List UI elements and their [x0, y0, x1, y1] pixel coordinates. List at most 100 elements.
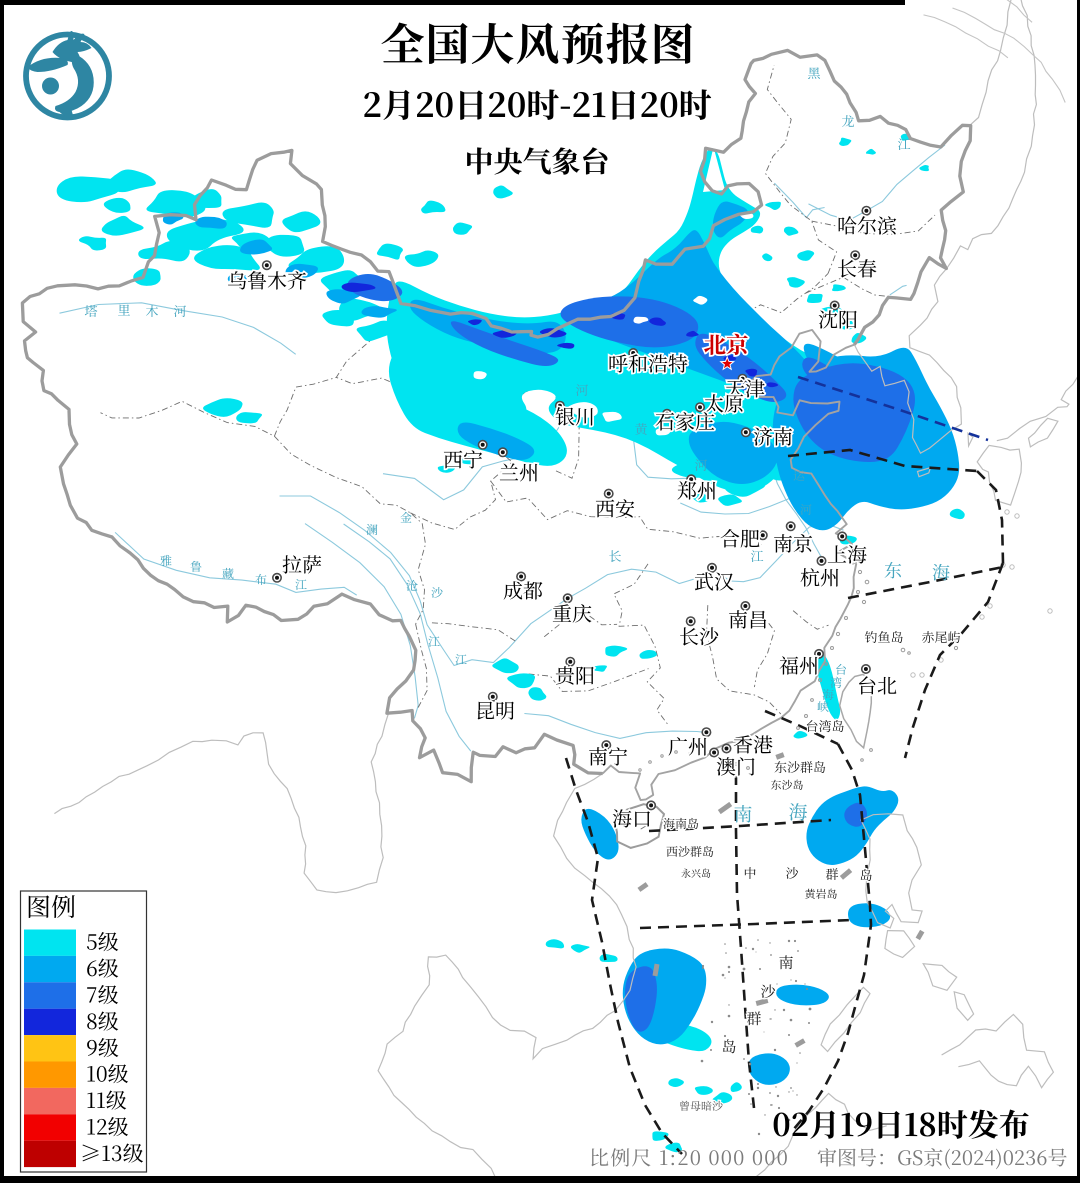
svg-text:审图号：GS京(2024)0236号: 审图号：GS京(2024)0236号 — [817, 1142, 1068, 1171]
svg-text:澳门: 澳门 — [716, 751, 756, 780]
svg-text:峡: 峡 — [817, 698, 829, 715]
svg-text:岛: 岛 — [721, 1036, 736, 1057]
svg-text:雅: 雅 — [160, 552, 172, 569]
svg-text:永兴岛: 永兴岛 — [681, 865, 711, 880]
svg-text:海口: 海口 — [612, 803, 652, 832]
svg-text:杭州: 杭州 — [800, 562, 840, 591]
svg-text:江: 江 — [455, 651, 467, 668]
svg-text:群: 群 — [825, 864, 838, 883]
svg-text:哈尔滨: 哈尔滨 — [837, 210, 897, 239]
svg-text:5级: 5级 — [86, 927, 119, 957]
svg-text:南宁: 南宁 — [588, 741, 628, 770]
svg-text:江: 江 — [295, 576, 307, 593]
svg-text:北京: 北京 — [703, 328, 748, 360]
svg-text:香港: 香港 — [733, 729, 773, 758]
svg-text:塔: 塔 — [84, 301, 97, 320]
svg-text:银川: 银川 — [555, 401, 595, 430]
svg-text:兰州: 兰州 — [499, 457, 539, 486]
svg-text:东沙岛: 东沙岛 — [771, 777, 804, 793]
svg-text:长春: 长春 — [837, 253, 877, 282]
svg-text:拉萨: 拉萨 — [282, 549, 322, 578]
svg-text:武汉: 武汉 — [694, 566, 734, 595]
svg-text:6级: 6级 — [86, 953, 119, 983]
svg-text:江: 江 — [750, 546, 763, 565]
svg-text:海南岛: 海南岛 — [663, 815, 699, 832]
svg-text:太原: 太原 — [704, 388, 744, 417]
svg-text:天津: 天津 — [725, 373, 765, 402]
svg-text:重庆: 重庆 — [552, 598, 592, 627]
svg-text:群: 群 — [746, 1008, 761, 1029]
svg-text:湾: 湾 — [830, 674, 842, 691]
svg-text:中央气象台: 中央气象台 — [464, 140, 609, 181]
svg-text:12级: 12级 — [86, 1112, 129, 1142]
svg-text:南昌: 南昌 — [728, 604, 768, 633]
svg-text:曾母暗沙: 曾母暗沙 — [679, 1098, 723, 1114]
svg-text:台湾岛: 台湾岛 — [805, 716, 844, 735]
svg-text:河: 河 — [800, 501, 812, 518]
svg-text:石家庄: 石家庄 — [655, 406, 715, 435]
svg-text:藏: 藏 — [222, 565, 234, 582]
svg-text:河: 河 — [173, 301, 186, 320]
svg-text:昆明: 昆明 — [475, 695, 515, 724]
svg-text:东: 东 — [884, 557, 902, 583]
svg-text:龙: 龙 — [841, 111, 854, 130]
svg-text:岛: 岛 — [859, 865, 872, 884]
svg-text:沙: 沙 — [785, 863, 798, 882]
svg-text:图例: 图例 — [26, 888, 76, 924]
svg-text:长沙: 长沙 — [679, 621, 719, 650]
svg-text:黄: 黄 — [634, 419, 647, 438]
svg-text:02月19日18时发布: 02月19日18时发布 — [772, 1100, 1030, 1145]
svg-text:中: 中 — [743, 863, 756, 882]
svg-text:西沙群岛: 西沙群岛 — [666, 843, 714, 860]
svg-text:南京: 南京 — [773, 528, 813, 557]
svg-text:钓鱼岛: 钓鱼岛 — [864, 627, 903, 646]
svg-text:全国大风预报图: 全国大风预报图 — [381, 9, 696, 73]
svg-text:鲁: 鲁 — [190, 558, 202, 575]
svg-text:赤尾屿: 赤尾屿 — [921, 627, 960, 646]
svg-text:江: 江 — [428, 633, 440, 650]
svg-text:布: 布 — [255, 571, 267, 588]
svg-text:10级: 10级 — [86, 1059, 129, 1089]
svg-text:南: 南 — [733, 800, 752, 827]
svg-text:运: 运 — [793, 467, 805, 484]
svg-text:比例尺 1:20 000 000: 比例尺 1:20 000 000 — [589, 1142, 789, 1171]
svg-text:金: 金 — [400, 509, 412, 526]
svg-text:东沙群岛: 东沙群岛 — [774, 757, 826, 776]
svg-text:沙: 沙 — [760, 981, 775, 1002]
svg-text:8级: 8级 — [86, 1006, 119, 1036]
svg-text:沈阳: 沈阳 — [818, 304, 858, 333]
svg-text:济南: 济南 — [753, 421, 793, 450]
svg-text:福州: 福州 — [779, 650, 819, 679]
svg-text:合肥: 合肥 — [720, 523, 760, 552]
svg-text:≥13级: ≥13级 — [80, 1138, 144, 1168]
svg-text:2月20日20时-21日20时: 2月20日20时-21日20时 — [362, 80, 711, 127]
svg-text:长: 长 — [608, 546, 621, 565]
svg-text:河: 河 — [694, 455, 707, 474]
svg-text:台北: 台北 — [857, 670, 897, 699]
svg-text:海: 海 — [932, 559, 950, 585]
svg-text:乌鲁木齐: 乌鲁木齐 — [227, 265, 307, 294]
svg-text:贵阳: 贵阳 — [555, 660, 595, 689]
svg-text:7级: 7级 — [86, 980, 119, 1010]
svg-text:河: 河 — [575, 380, 588, 399]
svg-text:海: 海 — [822, 686, 834, 703]
svg-text:上海: 上海 — [827, 539, 867, 568]
svg-text:澜: 澜 — [366, 521, 378, 538]
svg-text:西宁: 西宁 — [443, 444, 483, 473]
svg-text:沙: 沙 — [431, 584, 443, 601]
svg-text:江: 江 — [897, 134, 910, 153]
svg-text:郑州: 郑州 — [677, 475, 717, 504]
svg-text:11级: 11级 — [86, 1085, 127, 1115]
svg-text:呼和浩特: 呼和浩特 — [608, 348, 688, 377]
svg-text:海: 海 — [788, 798, 807, 825]
svg-text:黑: 黑 — [807, 63, 820, 82]
svg-text:9级: 9级 — [86, 1032, 119, 1062]
svg-text:里: 里 — [117, 300, 130, 319]
svg-text:黄岩岛: 黄岩岛 — [805, 886, 838, 902]
svg-text:沧: 沧 — [406, 577, 418, 594]
svg-text:成都: 成都 — [503, 575, 543, 604]
svg-text:西安: 西安 — [595, 493, 635, 522]
svg-text:木: 木 — [145, 301, 158, 320]
svg-text:台: 台 — [835, 661, 847, 678]
svg-text:广州: 广州 — [668, 731, 708, 760]
